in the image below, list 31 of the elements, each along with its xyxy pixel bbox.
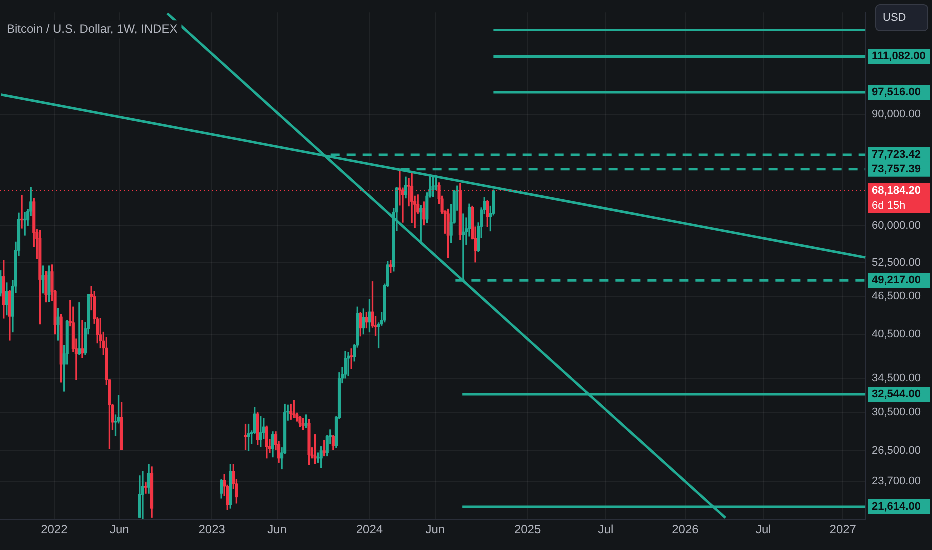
y-tick-label: 34,500.00	[872, 372, 921, 384]
ref-line-label: 68,184.20	[872, 185, 921, 198]
y-tick-label: 46,500.00	[872, 290, 921, 302]
x-tick-label: 2023	[198, 522, 226, 537]
text: USD	[883, 12, 906, 24]
x-tick-label: 2022	[41, 522, 68, 537]
annotation: 32,544.00	[872, 388, 921, 400]
x-tick-label: 2027	[830, 522, 857, 537]
y-tick-label: 40,500.00	[872, 328, 921, 340]
text: Bitcoin / U.S. Dollar, 1W, INDEX	[7, 22, 178, 36]
x-tick-label: Jun	[268, 522, 287, 537]
y-tick-label: 26,500.00	[872, 445, 921, 458]
y-tick-label: 23,700.00	[872, 476, 921, 488]
annotation: 73,757.39	[872, 163, 921, 176]
x-tick-label: 2025	[514, 522, 542, 537]
x-tick-label: Jun	[426, 522, 446, 537]
x-tick-label: Jun	[110, 522, 130, 537]
annotation: 97,516.00	[872, 86, 921, 99]
annotation: 77,723.42	[872, 148, 921, 161]
annotation: 49,217.00	[872, 274, 921, 287]
annotation: 111,082.00	[872, 50, 926, 63]
annotation: 21,614.00	[872, 501, 921, 514]
x-tick-label: Jul	[598, 522, 614, 537]
y-tick-label: 60,000.00	[872, 220, 921, 232]
x-tick-label: 2024	[356, 522, 384, 537]
x-tick-label: Jul	[756, 522, 772, 537]
y-tick-label: 90,000.00	[872, 108, 921, 121]
annotation: 6d 15h	[872, 200, 906, 212]
y-tick-label: 52,500.00	[872, 256, 921, 269]
x-tick-label: 2026	[672, 522, 700, 537]
y-tick-label: 30,500.00	[872, 406, 921, 418]
